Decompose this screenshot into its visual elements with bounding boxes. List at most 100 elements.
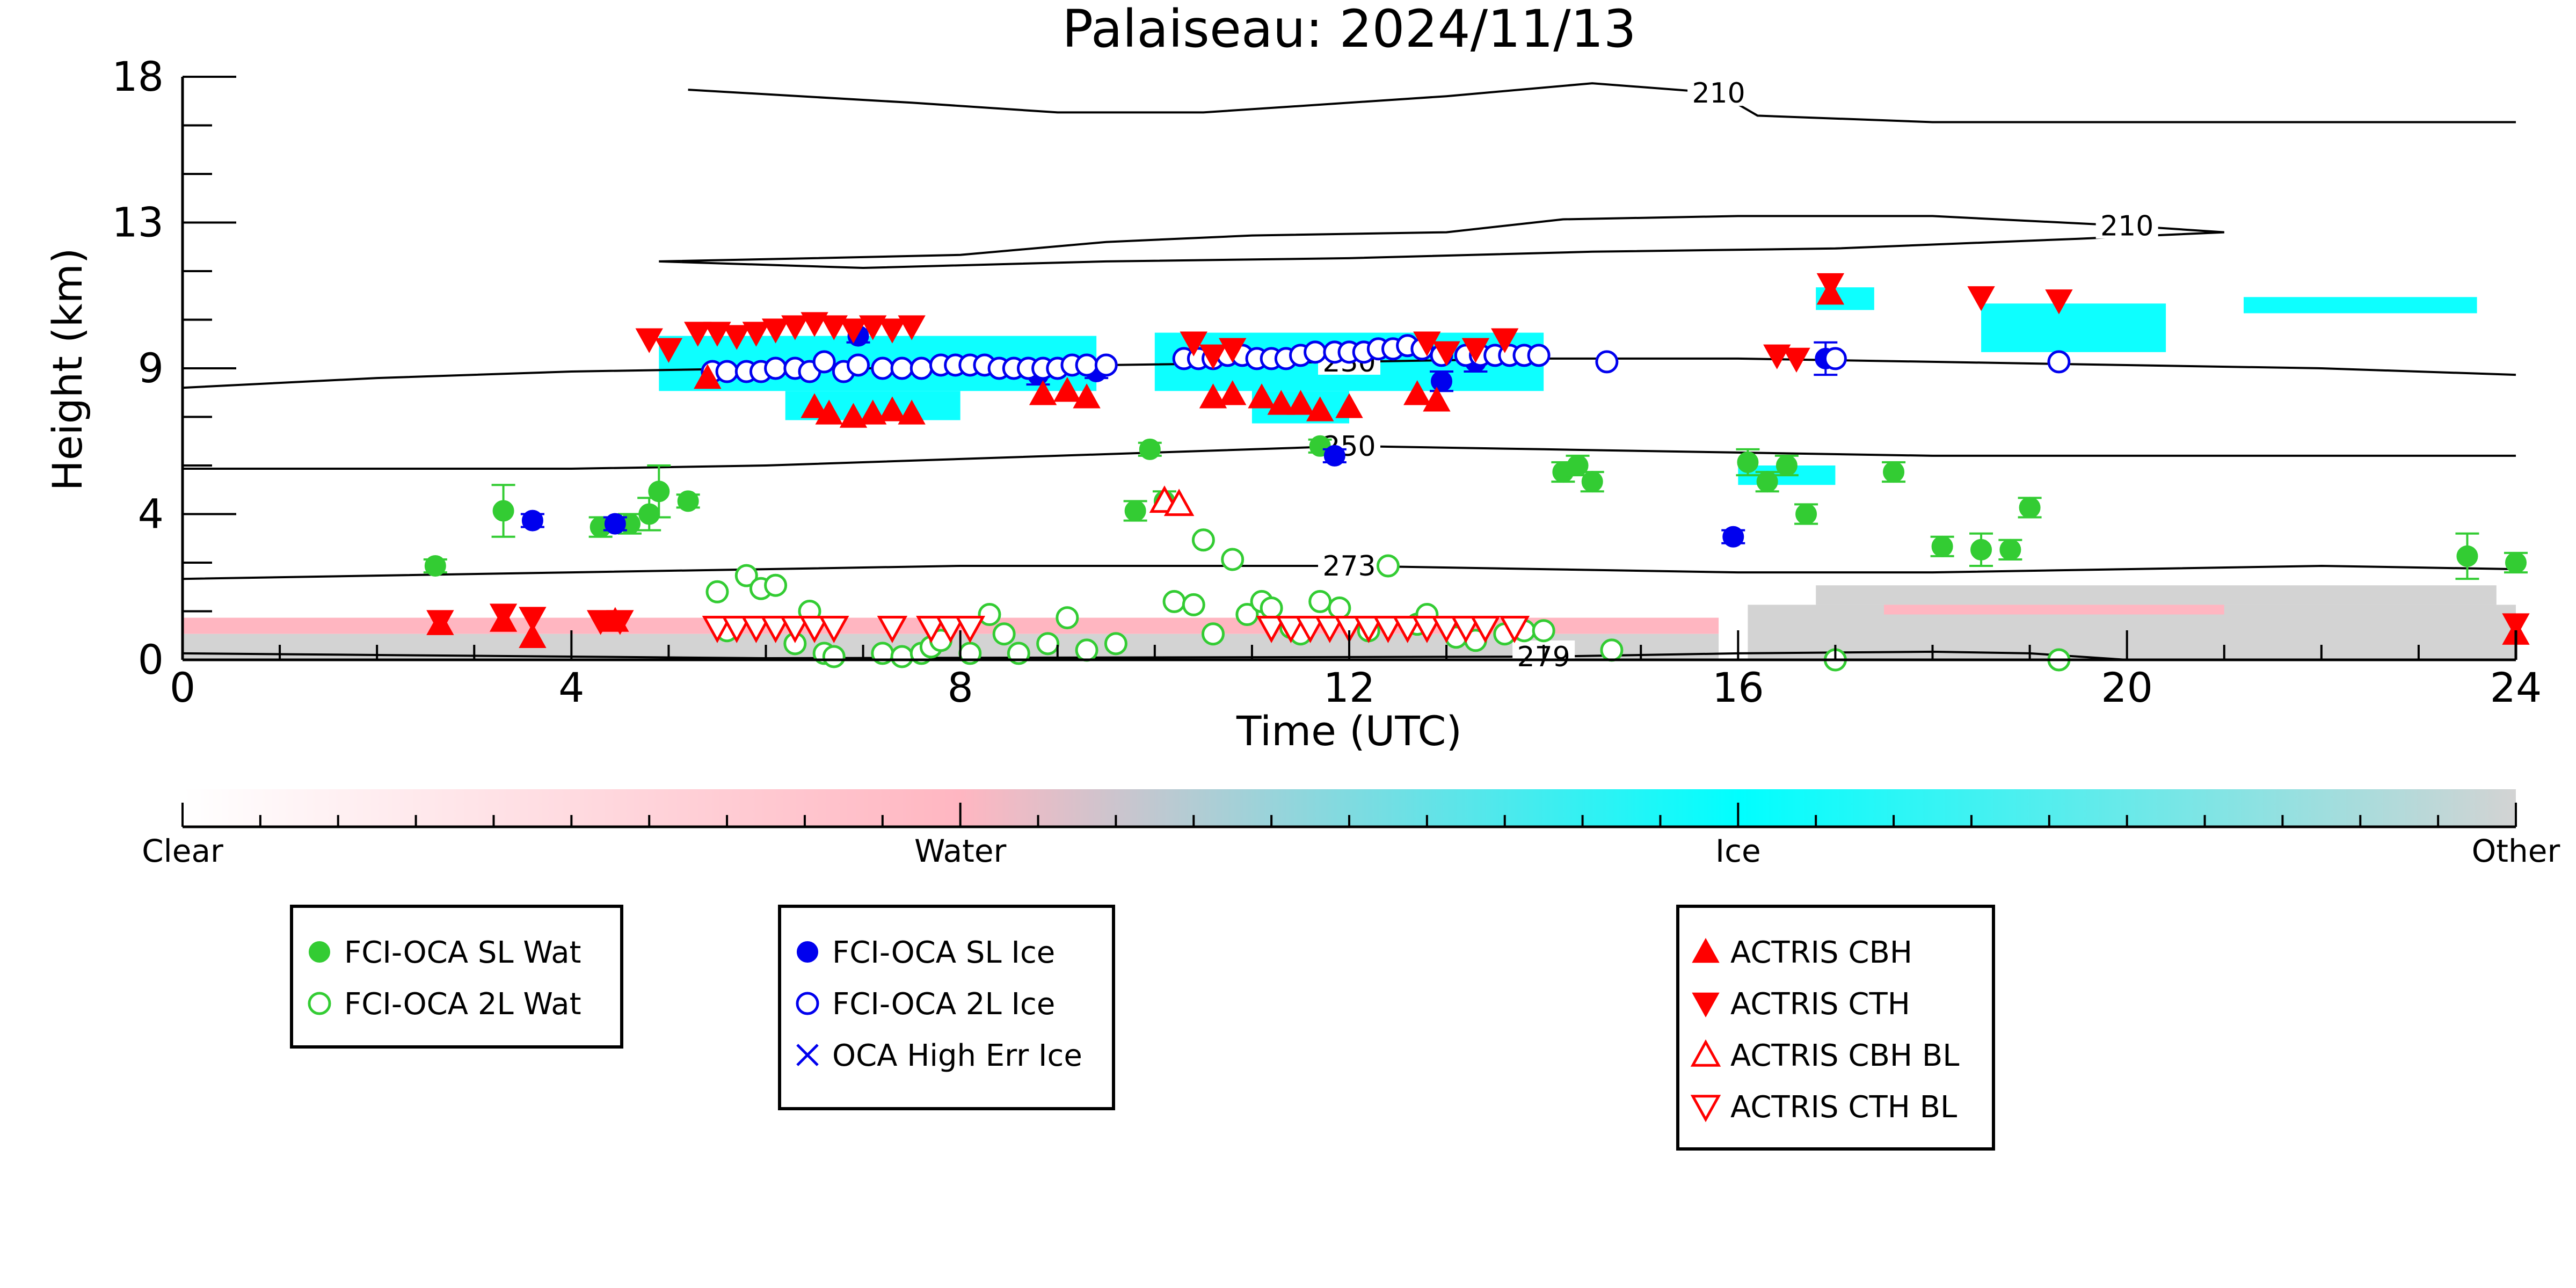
data-point [2045,289,2073,315]
data-point [1104,632,1127,656]
data-point [1775,455,1798,476]
legend-marker [1692,992,1720,1018]
data-point [1162,590,1186,613]
data-point [1314,615,1345,643]
data-point [839,318,868,344]
data-point [1595,350,1619,374]
data-point [1053,377,1081,402]
chart-title: Palaiseau: 2024/11/13 [1062,0,1636,59]
x-tick-label: 12 [1323,664,1376,711]
legend-marker [797,941,818,963]
data-point [878,396,906,421]
x-tick-label: 16 [1712,664,1764,711]
legend-marker [1690,1095,1721,1123]
contour-label: 210 [2100,210,2153,243]
data-point [1722,526,1744,548]
data-point [1392,615,1423,643]
series-fci-oca-2l-ice [701,334,2071,383]
y-tick-label: 18 [112,53,164,100]
data-point [1373,615,1403,643]
data-point [635,328,663,353]
colorbar-label: Ice [1715,833,1761,869]
data-point [780,615,811,643]
data-point [586,610,615,635]
data-point [1532,619,1555,643]
data-point [1286,390,1315,415]
x-tick-label: 24 [2490,664,2542,711]
data-point [955,615,986,643]
series-actris-cth [426,273,2530,638]
data-point [1600,638,1624,662]
data-point [1431,615,1462,643]
plot-area: 210210230250273279048121620240491318 [112,53,2542,711]
data-point [1139,438,1161,460]
legend-box: ACTRIS CBH ACTRIS CTH ACTRIS CBH BL ACTRIS … [1676,905,1995,1151]
legend-marker [1690,1039,1721,1067]
data-point [1499,615,1530,643]
lidar-class-region [2243,297,2477,314]
lidar-class-region [1816,585,2497,605]
data-point [1180,331,1207,356]
data-point [519,607,547,632]
data-point [2505,552,2527,573]
data-point [1470,615,1501,643]
data-point [1491,328,1519,353]
data-point [820,315,848,340]
data-point [1970,539,1992,561]
legend-frame [1676,905,1995,1151]
data-point [1403,380,1431,405]
data-point [812,350,836,374]
data-point [1276,615,1306,643]
data-point [677,490,699,512]
legend-entry: OCA High Err Ice [832,1038,1082,1073]
data-point [839,403,868,428]
data-point [1182,593,1205,616]
data-point [801,393,828,418]
series-actris-cbh-bl [1149,485,1195,516]
data-point [702,615,733,643]
data-point [1163,489,1195,516]
x-tick-label: 0 [170,664,195,711]
data-point [741,615,772,643]
legend-entry: ACTRIS CTH [1730,987,1910,1022]
data-point [909,356,933,380]
data-point [1295,615,1326,643]
data-point [489,603,518,629]
data-point [1461,338,1490,363]
data-point [1124,500,1146,522]
data-point [1056,606,1079,630]
y-tick-label: 4 [138,490,164,538]
data-point [606,610,634,635]
data-point [2047,350,2071,374]
data-point [1191,528,1215,552]
data-point [1328,596,1351,620]
data-point [519,623,547,648]
legend-marker [1692,937,1720,963]
legend-box: FCI-OCA SL Ice FCI-OCA 2L Ice OCA High Err… [778,905,1115,1110]
data-point [604,513,626,535]
temperature-contour [659,215,2224,270]
data-point [992,622,1016,646]
data-point [715,360,739,383]
data-point [424,555,446,577]
data-point [694,364,722,389]
data-point [761,318,790,344]
data-point [1235,603,1259,627]
legend-entry: FCI-OCA 2L Wat [344,987,581,1022]
data-point [1256,615,1287,643]
data-point [760,615,791,643]
data-point [1308,590,1332,613]
data-point [1304,340,1327,364]
data-point [898,315,926,340]
data-point [426,610,454,635]
data-point [521,510,543,532]
data-point [799,615,830,643]
data-point [734,564,758,587]
data-point [1451,615,1481,643]
data-point [916,615,947,643]
data-point [764,573,788,597]
data-point [822,645,846,668]
data-point [1073,383,1101,409]
legend-entry: ACTRIS CTH BL [1730,1090,1957,1125]
